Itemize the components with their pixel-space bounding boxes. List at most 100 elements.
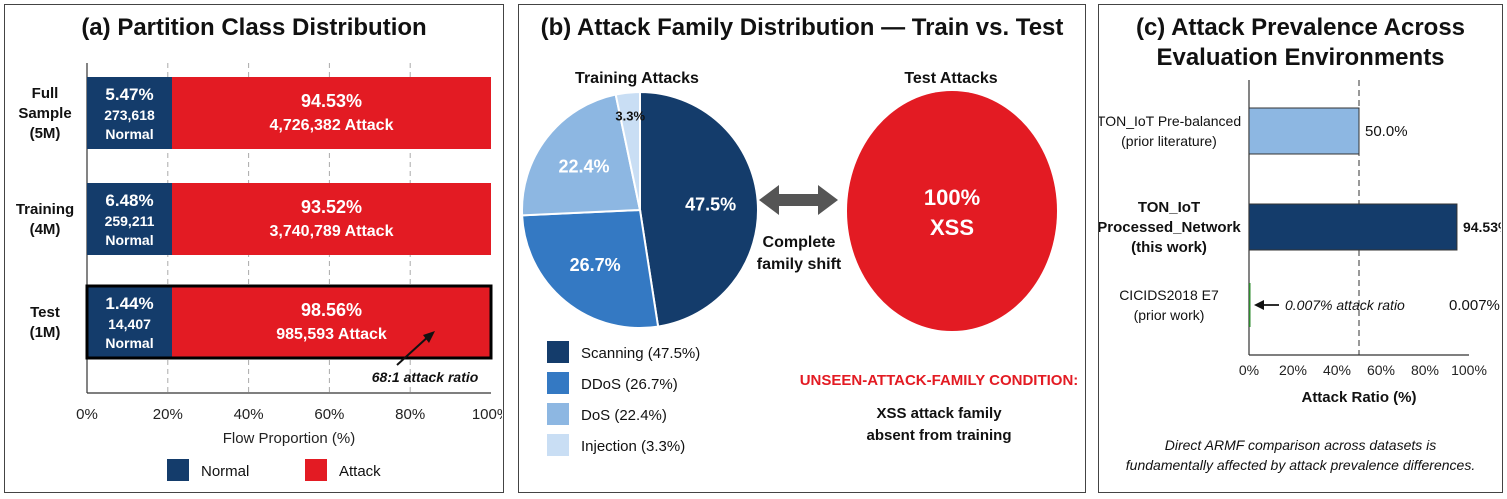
condition-line2: absent from training <box>866 427 1011 444</box>
normal-percent-label: 6.48% <box>105 191 153 210</box>
category-label: (1M) <box>30 324 61 341</box>
normal-count-label: 273,618 <box>104 107 155 123</box>
condition-line1: XSS attack family <box>876 405 1002 422</box>
normal-percent-label: 1.44% <box>105 294 153 313</box>
legend-swatch <box>547 434 569 456</box>
test-pie-label-percent: 100% <box>924 185 980 210</box>
category-label: TON_IoT <box>1138 199 1200 216</box>
x-tick-label: 40% <box>1323 362 1351 378</box>
legend-label: Injection (3.3%) <box>581 438 685 455</box>
train-pie-title: Training Attacks <box>575 70 699 87</box>
panel-c-caption-line1: Direct ARMF comparison across datasets i… <box>1164 437 1437 453</box>
bar-normal <box>87 77 172 149</box>
attack-percent-label: 94.53% <box>301 91 362 111</box>
annotation-text: 68:1 attack ratio <box>372 369 479 385</box>
legend-label: DDoS (26.7%) <box>581 376 678 393</box>
double-arrow <box>759 185 838 215</box>
panel-c-title-line2: Evaluation Environments <box>1156 44 1445 71</box>
annotation-text: 0.007% attack ratio <box>1285 297 1405 313</box>
panel-c-title-line1: (c) Attack Prevalence Across <box>1135 14 1466 41</box>
pie-slice-xss <box>847 91 1057 331</box>
legend-swatch <box>547 403 569 425</box>
attack-percent-label: 98.56% <box>301 300 362 320</box>
pie-slice-label: 26.7% <box>570 255 621 275</box>
x-axis-label: Attack Ratio (%) <box>1301 389 1416 406</box>
category-label: Processed_Network <box>1099 219 1241 236</box>
normal-count-label: 14,407 <box>108 316 151 332</box>
x-tick-label: 80% <box>1411 362 1439 378</box>
partition-bar-chart: 0% 20% 40% 60% 80% 100% Flow Proportion (%) 5.4… <box>16 63 502 481</box>
legend-swatch-attack <box>305 459 327 481</box>
x-axis-label: Flow Proportion (%) <box>223 430 356 447</box>
pie-slice-label: 47.5% <box>685 195 736 215</box>
category-label: (prior literature) <box>1121 133 1217 149</box>
x-tick-label: 100% <box>472 406 502 423</box>
normal-percent-label: 5.47% <box>105 85 153 104</box>
x-tick-label: 60% <box>1367 362 1395 378</box>
attack-count-label: 4,726,382 Attack <box>270 117 394 134</box>
legend-label-attack: Attack <box>339 463 381 480</box>
bar-normal <box>87 286 172 358</box>
bar-cicids <box>1249 283 1251 327</box>
bar-0 <box>1248 107 1360 155</box>
attack-count-label: 985,593 Attack <box>276 326 387 343</box>
category-label: Test <box>30 304 60 321</box>
pie-slice-injection <box>614 90 641 211</box>
bar-attack <box>172 77 491 149</box>
panel-attack-family: (b) Attack Family Distribution — Train v… <box>518 4 1086 493</box>
shift-label-line2: family shift <box>757 256 842 273</box>
bar-value-label: 94.53% <box>1463 219 1501 235</box>
x-tick-label: 20% <box>1279 362 1307 378</box>
pie-slice-scanning <box>639 90 759 328</box>
annotation-arrowhead <box>423 331 435 343</box>
bar-value-label: 0.007% <box>1449 297 1500 314</box>
highlight-outline <box>85 284 493 360</box>
test-pie-title: Test Attacks <box>904 70 997 87</box>
pie-slice-label: 3.3% <box>615 108 645 123</box>
attack-count-label: 3,740,789 Attack <box>270 223 394 240</box>
normal-suffix-label: Normal <box>105 232 153 248</box>
legend-swatch <box>547 372 569 394</box>
normal-suffix-label: Normal <box>105 335 153 351</box>
annotation-arrow-line <box>396 334 431 366</box>
panel-attack-prevalence: (c) Attack Prevalence Across Evaluation … <box>1098 4 1503 493</box>
category-label: (5M) <box>30 125 61 142</box>
category-label: Full <box>32 85 59 102</box>
x-tick-label: 80% <box>395 406 425 423</box>
category-label: Training <box>16 201 74 218</box>
legend-swatch <box>547 341 569 363</box>
pie-slice-ddos <box>521 208 660 329</box>
bar-normal <box>87 183 172 255</box>
bar-value-label: 50.0% <box>1365 123 1408 140</box>
prevalence-bar-chart: 0% 20% 40% 60% 80% 100% Attack Ratio (%) 50.0% T… <box>1099 80 1501 406</box>
category-label: CICIDS2018 E7 <box>1119 287 1219 303</box>
x-tick-label: 60% <box>314 406 344 423</box>
condition-title: UNSEEN-ATTACK-FAMILY CONDITION: <box>800 372 1079 389</box>
shift-label-line1: Complete <box>763 234 836 251</box>
normal-suffix-label: Normal <box>105 126 153 142</box>
pie-slice-dos <box>521 93 642 217</box>
panel-c-caption-line2: fundamentally affected by attack prevale… <box>1125 457 1476 473</box>
category-label: (4M) <box>30 221 61 238</box>
legend-swatch-normal <box>167 459 189 481</box>
x-tick-label: 100% <box>1451 362 1487 378</box>
panel-partition-distribution: (a) Partition Class Distribution 0% 20% 40… <box>4 4 504 493</box>
attack-family-pies: Training Attacks Test Attacks 47.5% 26.7% 22… <box>521 70 1079 456</box>
test-pie-label-name: XSS <box>930 215 974 240</box>
bar-attack <box>172 183 491 255</box>
category-label: Sample <box>18 105 71 122</box>
x-tick-label: 0% <box>1239 362 1259 378</box>
legend-label: DoS (22.4%) <box>581 407 667 424</box>
category-label: (prior work) <box>1134 307 1205 323</box>
x-tick-label: 40% <box>234 406 264 423</box>
bar-1 <box>1248 203 1458 251</box>
annotation-arrowhead <box>1254 300 1264 310</box>
attack-percent-label: 93.52% <box>301 197 362 217</box>
normal-count-label: 259,211 <box>105 213 155 229</box>
pie-slice-label: 22.4% <box>558 157 609 177</box>
legend-label-normal: Normal <box>201 463 249 480</box>
panel-b-title: (b) Attack Family Distribution — Train v… <box>540 14 1064 41</box>
legend-label: Scanning (47.5%) <box>581 345 700 362</box>
x-tick-label: 0% <box>76 406 98 423</box>
bar-attack <box>172 286 491 358</box>
